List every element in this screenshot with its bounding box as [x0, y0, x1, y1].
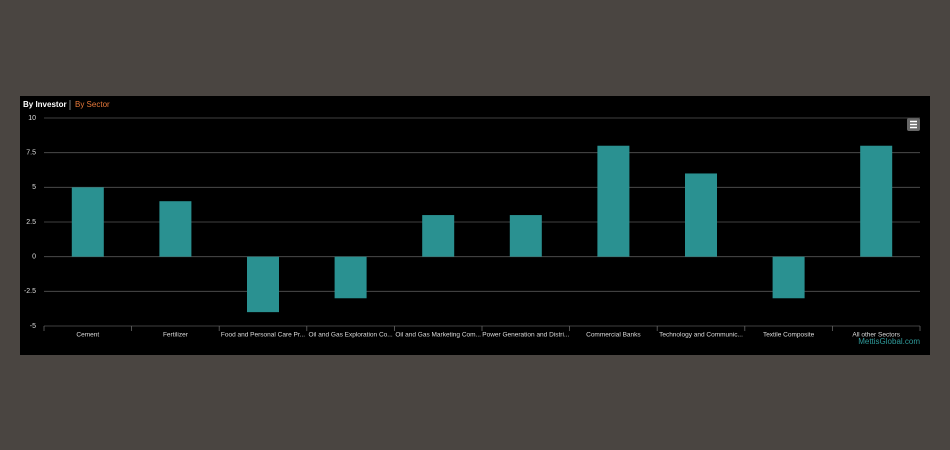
y-tick-label: 5 [32, 184, 36, 191]
bar [772, 256, 805, 299]
x-tick-label: Commercial Banks [586, 332, 641, 339]
bar [71, 187, 104, 257]
credit[interactable]: MettisGlobal.com [858, 337, 920, 346]
x-tick-label: Fertilizer [163, 332, 189, 339]
x-tick-label: All other Sectors [852, 332, 900, 339]
y-tick-label: -5 [30, 323, 36, 330]
y-tick-label: 0 [32, 254, 36, 261]
bar [159, 201, 192, 257]
y-tick-label: 2.5 [26, 219, 36, 226]
bar [685, 173, 717, 257]
bar [597, 145, 630, 257]
menu-button[interactable] [907, 118, 920, 131]
bar [334, 256, 367, 299]
x-tick-label: Oil and Gas Marketing Com... [395, 332, 481, 339]
tab[interactable]: By Sector [75, 100, 110, 109]
x-tick-label: Food and Personal Care Pr... [221, 332, 305, 339]
x-tick-label: Textile Composite [763, 332, 815, 339]
bar [422, 215, 455, 257]
x-tick-label: Cement [76, 332, 99, 339]
x-tick-label: Technology and Communic... [659, 332, 743, 339]
y-tick-label: 7.5 [26, 150, 36, 157]
y-tick-label: -2.5 [24, 288, 36, 295]
chart-panel [20, 96, 930, 355]
y-tick-label: 10 [28, 115, 36, 122]
bar [509, 215, 542, 257]
x-tick-label: Power Generation and Distri... [482, 332, 569, 339]
x-tick-label: Oil and Gas Exploration Co... [309, 332, 393, 339]
tab[interactable]: By Investor [23, 100, 67, 109]
bar [247, 256, 279, 313]
bar [860, 145, 893, 257]
